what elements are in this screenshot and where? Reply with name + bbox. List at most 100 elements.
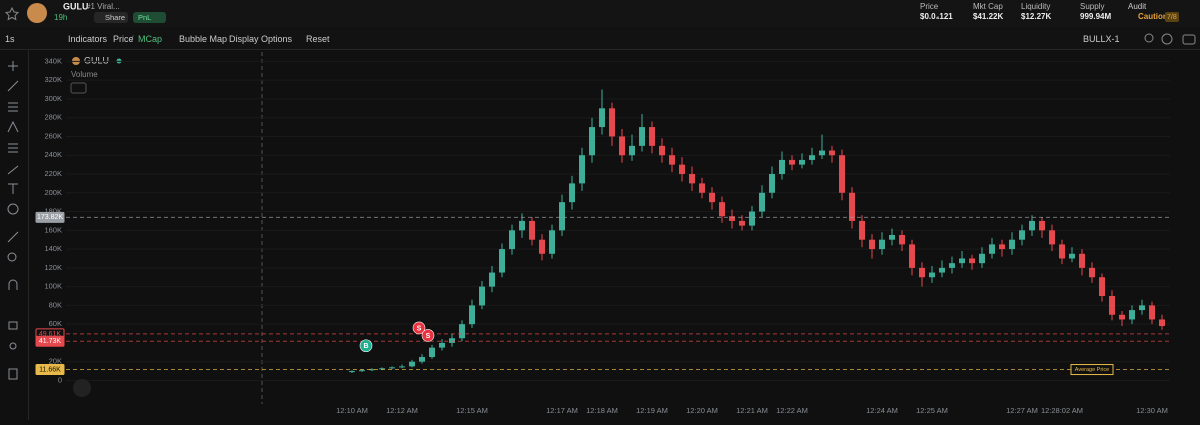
mcap-toggle[interactable]: MCap	[138, 34, 162, 44]
display-options-button[interactable]: Display Options	[229, 34, 293, 44]
stat-label: Supply	[1080, 2, 1104, 11]
y-tick-label: 120K	[44, 263, 62, 272]
candle-body	[409, 361, 415, 367]
candle-body	[519, 220, 525, 231]
candle-body	[989, 244, 995, 254]
bubble-map-button[interactable]: Bubble Map	[179, 34, 227, 44]
y-tick-label: 260K	[44, 131, 62, 140]
token-name: GULU	[63, 1, 89, 11]
collapse-button[interactable]	[70, 82, 87, 94]
interval[interactable]: 1s	[5, 34, 15, 44]
price-toggle[interactable]: Price	[113, 34, 134, 44]
pnl-button[interactable]	[133, 12, 166, 23]
candle-body	[599, 108, 605, 128]
candle-body	[1029, 220, 1035, 231]
y-tick-label: 340K	[44, 56, 62, 65]
token-tagline: #1 Viral...	[86, 2, 120, 11]
crosshair-tool[interactable]	[8, 61, 18, 71]
text-tool[interactable]	[8, 183, 18, 194]
audit-label[interactable]: Audit	[1128, 2, 1147, 11]
x-tick-label: 12:20 AM	[686, 406, 718, 415]
tradingview-logo	[73, 379, 91, 397]
candle-body	[1109, 296, 1115, 315]
indicators-button[interactable]: Indicators	[68, 34, 108, 44]
y-tick-label: 0	[58, 375, 62, 384]
reset-button[interactable]: Reset	[306, 34, 330, 44]
candle-body	[499, 249, 505, 273]
emoji-tool[interactable]	[7, 203, 19, 215]
candle-body	[939, 267, 945, 273]
zoom-tool[interactable]	[7, 252, 17, 262]
x-tick-label: 12:24 AM	[866, 406, 898, 415]
y-tick-label: 280K	[44, 113, 62, 122]
candle-body	[959, 258, 965, 264]
settings-icon[interactable]	[1161, 33, 1173, 45]
share-button[interactable]	[94, 12, 128, 23]
candle-body	[829, 150, 835, 156]
brush-tool[interactable]	[7, 165, 19, 175]
candle-body	[629, 145, 635, 156]
candle-body	[969, 258, 975, 264]
y-tick-label: 100K	[44, 282, 62, 291]
delete-tool[interactable]	[8, 368, 18, 380]
candle-body	[1009, 239, 1015, 250]
candle-body	[609, 108, 615, 137]
visibility-tool[interactable]	[9, 342, 17, 350]
toolbar-icons	[1144, 33, 1196, 45]
ruler-tool[interactable]	[7, 231, 19, 243]
magnet-tool[interactable]	[8, 279, 18, 290]
star-icon[interactable]	[4, 6, 20, 21]
candle-body	[1069, 253, 1075, 259]
candle-body	[779, 159, 785, 175]
candle-body	[479, 286, 485, 306]
audit-score-box	[1165, 12, 1179, 22]
candle-body	[719, 202, 725, 217]
search-icon[interactable]	[1144, 33, 1154, 43]
candle-body	[529, 220, 535, 240]
lock-tool[interactable]	[8, 321, 18, 330]
stat-value: $41.22K	[973, 12, 1003, 21]
line-tool[interactable]	[7, 80, 19, 92]
candle-body	[729, 216, 735, 221]
candle-body	[879, 239, 885, 250]
share-label[interactable]: Share	[105, 13, 125, 22]
y-tick-label: 20K	[49, 357, 62, 366]
candle-body	[389, 367, 395, 369]
candle-body	[439, 342, 445, 348]
candle-body	[539, 239, 545, 254]
candle-body	[569, 183, 575, 203]
y-tick-label: 60K	[49, 319, 62, 328]
x-tick-label: 12:28:02 AM	[1041, 406, 1083, 415]
candle-body	[619, 136, 625, 156]
candle-body	[699, 183, 705, 193]
candle-body	[359, 370, 365, 372]
camera-icon[interactable]	[1182, 34, 1196, 45]
candle-body	[1019, 230, 1025, 240]
pnl-label[interactable]: PnL	[138, 13, 151, 22]
candle-body	[369, 369, 375, 371]
x-tick-label: 12:15 AM	[456, 406, 488, 415]
candle-body	[379, 368, 385, 370]
candle-body	[769, 174, 775, 193]
x-tick-label: 12:17 AM	[546, 406, 578, 415]
projection-tool[interactable]	[8, 143, 18, 153]
candle-body	[509, 230, 515, 250]
x-tick-label: 12:27 AM	[1006, 406, 1038, 415]
candle-body	[859, 220, 865, 240]
fib-tool[interactable]	[8, 102, 18, 112]
candle-body	[1039, 220, 1045, 231]
candle-body	[1049, 230, 1055, 245]
x-tick-label: 12:22 AM	[776, 406, 808, 415]
x-tick-label: 12:19 AM	[636, 406, 668, 415]
candle-body	[749, 211, 755, 226]
candle-body	[1089, 267, 1095, 278]
drawing-tools	[7, 61, 19, 380]
account-select[interactable]: BULLX-1	[1083, 34, 1120, 44]
y-tick-label: 240K	[44, 150, 62, 159]
pattern-tool[interactable]	[7, 120, 19, 133]
legend-symbol: GULU	[84, 55, 109, 65]
candle-body	[869, 239, 875, 250]
candle-body	[449, 338, 455, 343]
